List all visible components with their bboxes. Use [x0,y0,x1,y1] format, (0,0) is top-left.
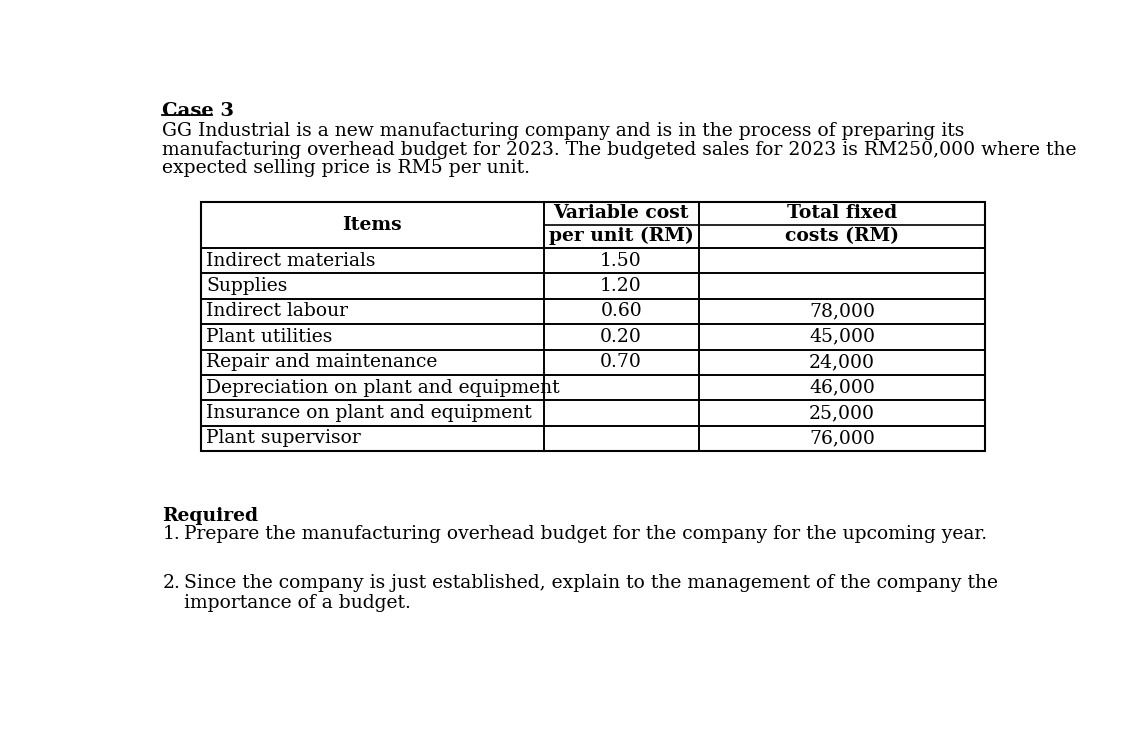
Text: 24,000: 24,000 [809,353,875,371]
Bar [543,202,699,248]
Text: Plant utilities: Plant utilities [207,327,333,346]
Bar [699,375,986,401]
Text: 0.60: 0.60 [601,303,642,320]
Text: Case 3: Case 3 [162,102,234,120]
Text: Insurance on plant and equipment: Insurance on plant and equipment [207,404,532,422]
Text: 0.20: 0.20 [601,327,642,346]
Bar [699,324,986,349]
Text: costs (RM): costs (RM) [785,227,899,245]
Bar [543,375,699,401]
Text: 46,000: 46,000 [809,379,875,397]
Bar [201,349,543,375]
Text: Prepare the manufacturing overhead budget for the company for the upcoming year.: Prepare the manufacturing overhead budge… [184,525,987,543]
Bar [699,202,986,248]
Text: 78,000: 78,000 [809,303,875,320]
Bar [543,299,699,324]
Bar [201,401,543,425]
Text: Required: Required [162,507,259,526]
Text: Items: Items [342,216,402,234]
Bar [543,324,699,349]
Text: Depreciation on plant and equipment: Depreciation on plant and equipment [207,379,560,397]
Bar [699,401,986,425]
Bar [201,248,543,273]
Bar [699,299,986,324]
Bar [201,324,543,349]
Text: 0.70: 0.70 [601,353,642,371]
Bar [543,401,699,425]
Bar [201,375,543,401]
Text: Repair and maintenance: Repair and maintenance [207,353,438,371]
Text: 2.: 2. [162,575,180,592]
Bar [201,425,543,451]
Bar [201,202,543,248]
Text: GG Industrial is a new manufacturing company and is in the process of preparing : GG Industrial is a new manufacturing com… [162,122,965,140]
Bar [543,273,699,299]
Bar [543,425,699,451]
Bar [201,299,543,324]
Text: expected selling price is RM5 per unit.: expected selling price is RM5 per unit. [162,159,530,178]
Bar [201,202,986,451]
Bar [543,349,699,375]
Text: 1.20: 1.20 [601,277,642,295]
Text: Plant supervisor: Plant supervisor [207,429,361,447]
Text: per unit (RM): per unit (RM) [549,227,693,246]
Text: Supplies: Supplies [207,277,288,295]
Text: 76,000: 76,000 [809,429,875,447]
Bar [201,273,543,299]
Text: 1.: 1. [162,525,180,543]
Bar [543,248,699,273]
Bar [699,349,986,375]
Text: Indirect labour: Indirect labour [207,303,349,320]
Text: 45,000: 45,000 [809,327,875,346]
Bar [699,248,986,273]
Text: importance of a budget.: importance of a budget. [184,594,411,612]
Text: 1.50: 1.50 [601,251,642,270]
Text: Variable cost: Variable cost [554,205,688,222]
Text: Since the company is just established, explain to the management of the company : Since the company is just established, e… [184,575,998,592]
Text: manufacturing overhead budget for 2023. The budgeted sales for 2023 is RM250,000: manufacturing overhead budget for 2023. … [162,141,1077,159]
Text: Indirect materials: Indirect materials [207,251,376,270]
Bar [699,425,986,451]
Text: 25,000: 25,000 [809,404,875,422]
Text: Total fixed: Total fixed [786,205,897,222]
Bar [699,273,986,299]
